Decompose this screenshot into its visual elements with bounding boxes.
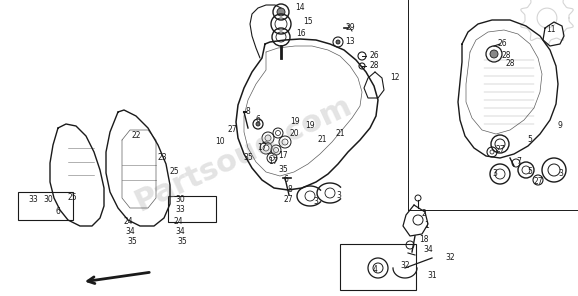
- Text: 4: 4: [373, 266, 377, 274]
- Text: 9: 9: [558, 120, 563, 130]
- Text: 33: 33: [28, 195, 38, 205]
- Bar: [168, 196, 216, 222]
- Text: 23: 23: [157, 154, 166, 163]
- Text: 21: 21: [318, 136, 328, 144]
- Text: 16: 16: [296, 28, 306, 38]
- Text: 8: 8: [287, 184, 292, 194]
- Bar: [340, 244, 416, 290]
- Text: 8: 8: [245, 107, 250, 117]
- Text: 19: 19: [290, 118, 299, 126]
- Text: 3: 3: [492, 170, 497, 178]
- Text: 27: 27: [496, 146, 506, 155]
- Text: 32: 32: [445, 253, 455, 263]
- Text: 30: 30: [43, 195, 53, 205]
- Text: 34: 34: [175, 228, 185, 237]
- Text: 35: 35: [127, 237, 137, 247]
- Text: 6: 6: [256, 115, 261, 125]
- Text: 3: 3: [558, 170, 563, 178]
- Text: 26: 26: [498, 39, 507, 49]
- Text: 35: 35: [177, 237, 187, 247]
- Text: 2: 2: [422, 210, 427, 218]
- Text: 32: 32: [400, 261, 410, 271]
- Text: 14: 14: [295, 4, 305, 12]
- Circle shape: [277, 8, 285, 16]
- Text: 35: 35: [243, 154, 253, 163]
- Text: 31: 31: [427, 271, 436, 281]
- Text: Partsouq.com: Partsouq.com: [129, 91, 356, 217]
- Text: 35: 35: [278, 165, 288, 175]
- Text: 26: 26: [370, 51, 380, 59]
- Text: 12: 12: [390, 73, 399, 83]
- Text: 11: 11: [546, 25, 555, 35]
- Text: 1: 1: [424, 221, 429, 229]
- Text: 17: 17: [257, 144, 266, 152]
- Text: 27: 27: [284, 194, 294, 204]
- Text: 22: 22: [132, 131, 142, 141]
- Text: 24: 24: [174, 218, 184, 226]
- Text: 5: 5: [527, 136, 532, 144]
- Text: 18: 18: [419, 236, 428, 244]
- Text: 27: 27: [534, 178, 544, 186]
- Circle shape: [256, 122, 260, 126]
- Text: 30: 30: [175, 195, 185, 205]
- Text: 34: 34: [125, 228, 135, 237]
- Circle shape: [336, 40, 340, 44]
- Text: 25: 25: [170, 168, 180, 176]
- Text: 28: 28: [502, 51, 512, 59]
- Text: 15: 15: [303, 17, 313, 27]
- Text: 29: 29: [345, 23, 355, 33]
- Text: 28: 28: [370, 60, 380, 70]
- Text: 27: 27: [227, 126, 236, 134]
- Text: 7: 7: [516, 157, 521, 166]
- Text: 24: 24: [123, 218, 132, 226]
- Text: 19: 19: [305, 121, 314, 131]
- Text: 3: 3: [313, 197, 318, 207]
- Text: 33: 33: [175, 205, 185, 215]
- Text: 13: 13: [345, 38, 355, 46]
- Bar: [18, 192, 73, 220]
- Text: 6: 6: [284, 175, 289, 184]
- Text: 10: 10: [215, 136, 225, 146]
- Text: 28: 28: [506, 59, 516, 68]
- Text: 17: 17: [268, 157, 277, 166]
- Text: 5: 5: [527, 168, 532, 176]
- Text: 3: 3: [336, 192, 341, 200]
- Text: 17: 17: [278, 150, 288, 160]
- Text: 34: 34: [423, 245, 433, 255]
- Text: 25: 25: [68, 194, 77, 202]
- Circle shape: [490, 50, 498, 58]
- Text: 20: 20: [290, 128, 299, 138]
- Text: 21: 21: [335, 128, 344, 138]
- Text: 6: 6: [55, 207, 60, 216]
